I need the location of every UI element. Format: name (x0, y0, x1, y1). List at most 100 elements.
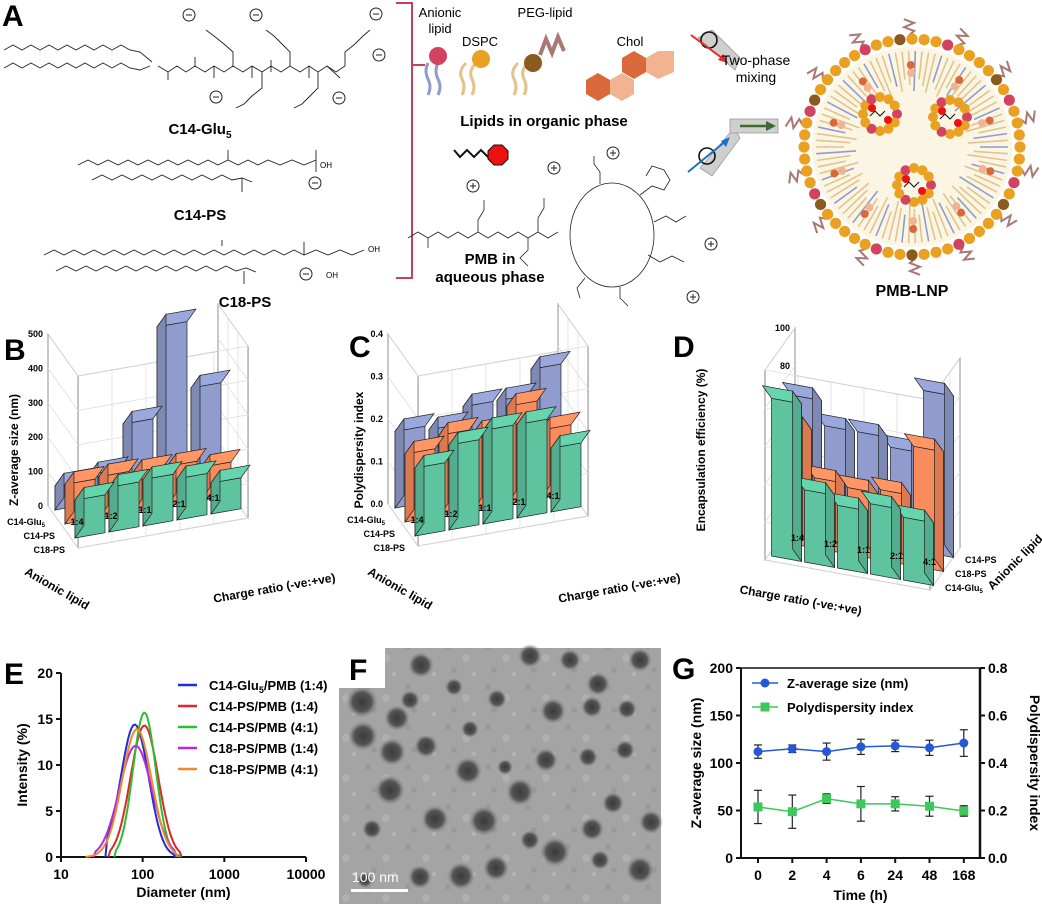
lnp-micelle-head (930, 103, 941, 114)
panel-c: C 0.0 0.1 0.2 0.3 0.4 1:4 1:2 1:1 2:1 4:1 C14-Glu5… (347, 302, 681, 613)
tem-particle (518, 644, 542, 668)
y2-axis-label: Polydispersity index (1027, 695, 1042, 831)
y-tick-label: 15 (37, 711, 53, 727)
lnp-micelle-head (883, 94, 894, 105)
lnp-tail (966, 89, 991, 108)
lnp-tail (956, 196, 977, 219)
lnp-head (942, 243, 954, 255)
tem-particle (497, 759, 513, 775)
tem-particle (540, 837, 570, 867)
y-tick-label: 100 (710, 755, 734, 771)
lnp-pmb-head (868, 104, 876, 112)
lnp-head (1008, 177, 1020, 189)
lnp-tail (934, 57, 949, 90)
tem-particle (534, 748, 558, 772)
tem-particle (602, 792, 624, 814)
x-tick-label: 1:1 (138, 505, 151, 515)
lnp-tail (966, 186, 991, 205)
lnp-tail (881, 55, 892, 83)
lnp-tail (918, 51, 923, 80)
tem-particle (357, 872, 373, 888)
lnp-tail (973, 150, 1008, 155)
lnp-micelle-head (894, 188, 905, 199)
molecule-label-c14-ps: C14-PS (174, 207, 227, 224)
lnp-micelle-head (866, 94, 877, 105)
tem-particle (626, 856, 654, 884)
tem-particle (580, 817, 604, 841)
lnp-head (870, 39, 882, 51)
lnp-head (942, 39, 954, 51)
tem-particle (447, 862, 475, 890)
legend-label: Z-average size (nm) (787, 676, 908, 691)
series-name: C14-PS (23, 531, 55, 541)
legend-marker (760, 702, 770, 712)
lnp-head (918, 248, 930, 260)
tem-particle (400, 690, 420, 710)
lnp-head (1008, 105, 1020, 117)
lnp-head (821, 208, 834, 220)
lnp-micelle-head (945, 129, 955, 139)
bar-side (210, 469, 221, 516)
x-tick-label: 1:4 (70, 517, 83, 527)
lnp-micelle-head (923, 188, 934, 199)
lnp-tail (887, 201, 900, 241)
lnp-micelle-head (945, 95, 955, 105)
lnp-tail (964, 95, 994, 115)
y-tick-label: 80 (780, 361, 790, 371)
y-axis-label: Z-average size (nm) (688, 698, 704, 829)
lnp-head (997, 83, 1010, 96)
mixing-label-2: mixing (736, 69, 776, 85)
lnp-chol (829, 118, 838, 127)
lnp-tail (819, 161, 859, 175)
panel-letter-d: D (673, 331, 695, 364)
lnp-tail (869, 60, 886, 92)
lnp-micelle-head (866, 123, 877, 134)
lnp-head (1014, 141, 1026, 153)
y-tick-label: 0 (38, 501, 43, 511)
lnp-pmb-head (902, 175, 910, 183)
c18-ps-oh2: OH (326, 271, 338, 280)
data-point (925, 743, 934, 753)
lnp-peg-chain (907, 258, 923, 276)
y2-tick-label: 0.8 (988, 660, 1008, 676)
bar-side (825, 481, 835, 569)
lnp-micelle-head (959, 120, 970, 131)
lnp-head (801, 165, 813, 177)
legend-name: C14-PS/PMB (1:4) (209, 699, 318, 714)
molecule-label-c14-glu5: C14-Glu5 (168, 121, 232, 141)
lnp-head (930, 246, 942, 258)
lnp-micelle-head (892, 180, 902, 190)
tem-particle (483, 855, 509, 881)
lnp-head (830, 217, 842, 229)
series-line (107, 724, 183, 858)
panel-e: E 0 5 10 15 20 10 100 1000 10000 Diameter (nm) Int… (4, 658, 327, 900)
lnp-micelle-head (860, 117, 871, 128)
y-tick-label: 5 (45, 803, 53, 819)
lnp-chol (952, 202, 961, 211)
lnp-micelle-head (875, 126, 885, 136)
bar-side (891, 495, 901, 581)
lnp-tail (951, 185, 982, 215)
pmb-label-1: PMB in (465, 251, 516, 268)
panel-letter-g: G (672, 653, 695, 686)
lnp-tail (945, 205, 961, 231)
tem-particle (454, 757, 482, 785)
y-tick-label: 0.1 (370, 457, 383, 467)
tem-particle (581, 696, 603, 718)
lnp-tail (826, 101, 858, 119)
bar-side (176, 465, 187, 522)
y-tick-label: 0 (45, 849, 53, 865)
gridline (764, 327, 961, 401)
lnp-head (848, 232, 861, 245)
y2-tick-label: 0.2 (988, 803, 1008, 819)
lnp-peg-chain (997, 60, 1012, 78)
lnp-micelle-head (883, 123, 894, 134)
lnp-core (812, 47, 1012, 247)
series-name: C14-Glu (945, 583, 980, 593)
lnp-tail (881, 211, 892, 239)
legend-name: C14-Glu (209, 678, 259, 693)
lnp-tail (869, 196, 889, 234)
lnp-pmb-head (938, 107, 946, 115)
lnp-tail (907, 202, 911, 243)
